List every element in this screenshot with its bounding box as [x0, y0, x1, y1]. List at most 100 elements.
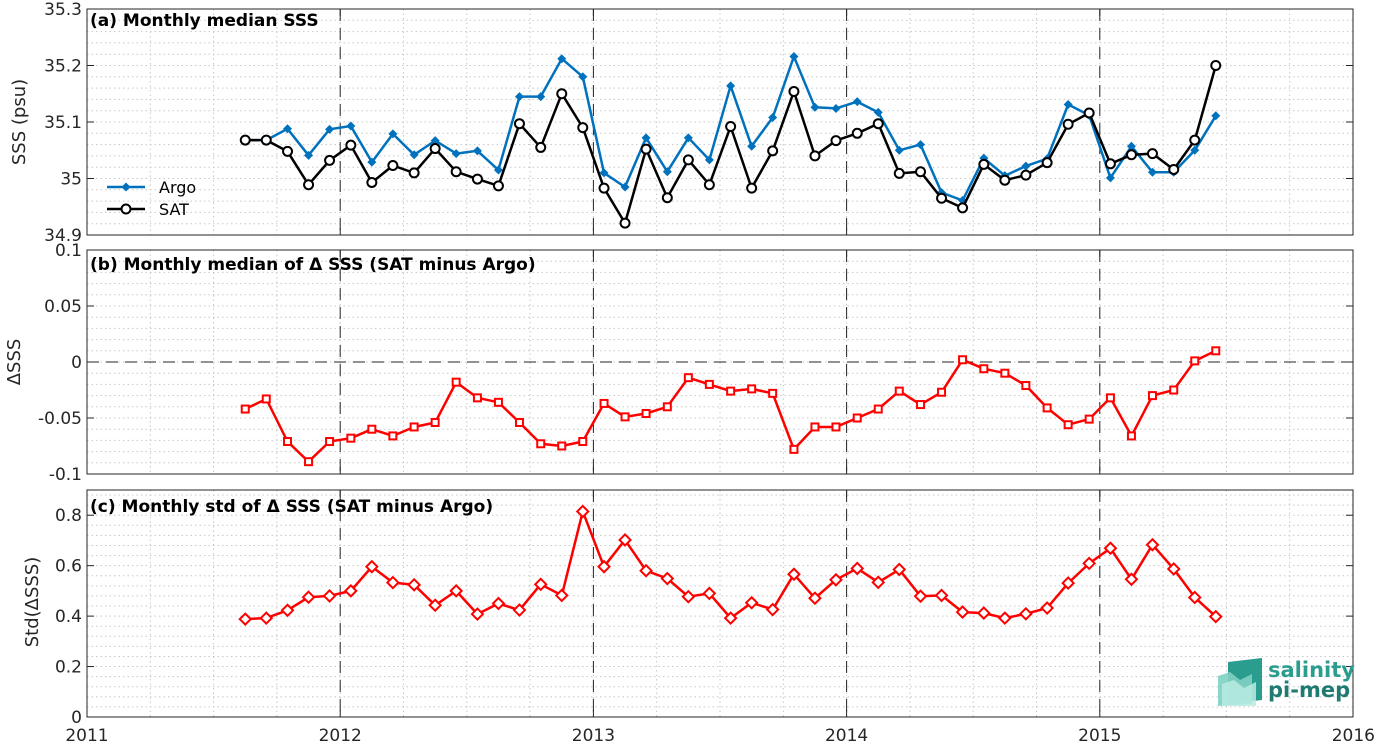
- data-point: [1063, 420, 1073, 430]
- data-point: [280, 603, 295, 618]
- data-point: [915, 166, 927, 178]
- data-point: [704, 379, 714, 389]
- data-point: [620, 412, 630, 422]
- logo-text-pi-mep: pi-mep: [1268, 678, 1350, 702]
- data-point: [618, 533, 632, 547]
- data-point: [1146, 148, 1158, 160]
- data-point: [810, 422, 820, 432]
- panel-b-yticks: -0.1 -0.05 0 0.05 0.1: [38, 241, 1353, 485]
- data-point: [682, 154, 694, 166]
- data-point: [304, 457, 314, 467]
- data-point: [387, 160, 399, 172]
- data-point: [872, 118, 884, 130]
- y-tick-label: 34.9: [44, 226, 82, 246]
- data-point: [1040, 601, 1055, 615]
- data-point: [303, 179, 315, 191]
- data-point: [1210, 60, 1222, 71]
- data-point: [744, 595, 759, 610]
- data-point: [661, 192, 673, 204]
- data-point: [428, 598, 443, 613]
- data-point: [577, 122, 589, 134]
- data-point: [787, 567, 801, 582]
- data-point: [1211, 111, 1221, 121]
- data-point: [808, 591, 822, 606]
- data-point: [976, 606, 991, 620]
- data-point: [470, 607, 485, 622]
- data-point: [557, 54, 567, 64]
- data-point: [958, 355, 968, 365]
- panel-b-series: [240, 346, 1221, 467]
- data-point: [789, 51, 799, 61]
- panel-c-title: (c) Monthly std of Δ SSS (SAT minus Argo…: [90, 497, 493, 517]
- data-point: [472, 393, 482, 403]
- y-tick-label: 0.2: [55, 658, 82, 678]
- data-point: [325, 437, 335, 447]
- data-point: [640, 143, 652, 155]
- data-point: [639, 563, 653, 578]
- data-point: [873, 404, 883, 414]
- data-point: [536, 439, 546, 449]
- data-point: [557, 441, 567, 451]
- data-point: [1103, 541, 1118, 556]
- data-point: [514, 92, 524, 102]
- data-point: [916, 400, 926, 410]
- data-point: [599, 398, 609, 408]
- data-point: [575, 504, 590, 519]
- data-point: [1021, 381, 1031, 391]
- legend: Argo SAT: [107, 178, 196, 219]
- data-point: [1082, 556, 1097, 571]
- panel-c-series: [238, 504, 1223, 627]
- data-point: [892, 562, 907, 577]
- y-tick-label: 35.1: [44, 113, 82, 133]
- data-point: [1147, 391, 1157, 401]
- data-point: [385, 575, 400, 590]
- y-tick-label: -0.1: [49, 465, 82, 485]
- panel-a-ylabel: SSS (psu): [9, 79, 30, 165]
- data-point: [1062, 118, 1074, 130]
- data-point: [955, 605, 970, 619]
- data-point: [660, 571, 675, 586]
- data-point: [388, 129, 398, 139]
- data-point: [282, 145, 294, 157]
- data-point: [346, 121, 356, 131]
- data-point: [683, 133, 693, 143]
- y-tick-label: 0.05: [44, 297, 82, 317]
- data-point: [704, 155, 714, 165]
- data-point: [831, 103, 841, 113]
- x-axis-ticks: 2011 2012 2013 2014 2015 2016: [65, 9, 1375, 745]
- data-point: [283, 437, 293, 447]
- y-tick-label: 35: [60, 170, 82, 190]
- panel-a-title: (a) Monthly median SSS: [90, 11, 319, 31]
- data-point: [1147, 167, 1157, 177]
- data-point: [259, 611, 274, 626]
- data-point: [747, 384, 757, 394]
- data-point: [662, 402, 672, 412]
- y-tick-label: 0.1: [55, 241, 82, 261]
- data-point: [598, 182, 610, 194]
- data-point: [1084, 414, 1094, 424]
- legend-argo-marker: [121, 182, 131, 192]
- data-point: [1211, 346, 1221, 356]
- data-point: [364, 559, 379, 574]
- panel-c-ylabel: Std(ΔSSS): [22, 557, 43, 648]
- data-point: [554, 588, 569, 603]
- data-point: [367, 424, 377, 434]
- panel-a-grid: [86, 8, 1354, 236]
- data-point: [1190, 356, 1200, 366]
- data-point: [325, 124, 335, 134]
- data-point: [1126, 431, 1136, 441]
- y-tick-label: 35.3: [44, 0, 82, 20]
- data-point: [894, 386, 904, 396]
- data-point: [725, 121, 737, 133]
- data-point: [1104, 158, 1116, 170]
- x-tick-label: 2015: [1078, 726, 1121, 745]
- y-tick-label: 0.4: [55, 607, 82, 627]
- panel-a-yticks: 34.9 35 35.1 35.2 35.3: [44, 0, 1353, 246]
- data-point: [578, 72, 588, 82]
- data-point: [619, 217, 631, 229]
- data-point: [1105, 173, 1115, 183]
- y-tick-label: 35.2: [44, 57, 82, 77]
- data-point: [240, 404, 250, 414]
- data-point: [1000, 368, 1010, 378]
